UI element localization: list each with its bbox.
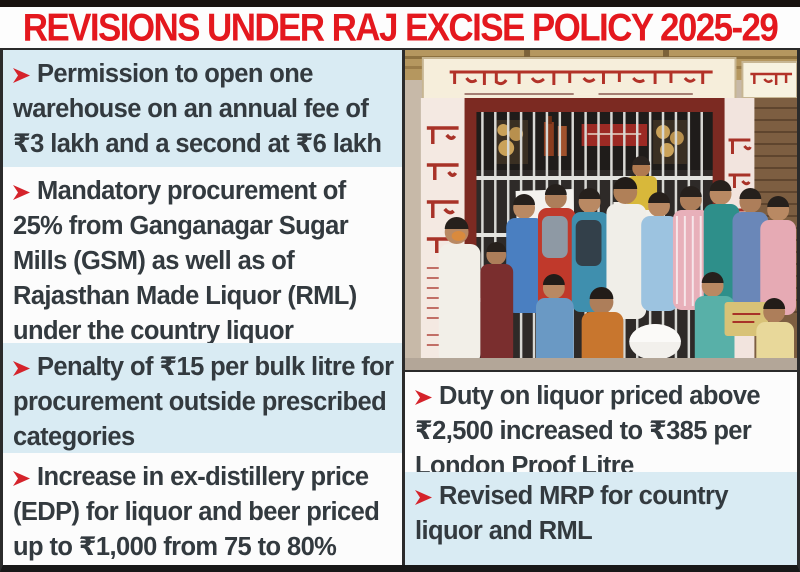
bullet-item-mrp: Revised MRP for country liquor and RML (405, 472, 797, 565)
liquor-shop-photo-illustration (405, 50, 797, 370)
top-border-strip (0, 0, 800, 7)
bullet-item-edp: Increase in ex-distillery price (EDP) fo… (3, 453, 402, 565)
bullet-item-warehouse: Permission to open one warehouse on an a… (3, 50, 402, 167)
bottle-display (494, 116, 687, 164)
bullet-text: Increase in ex-distillery price (EDP) fo… (13, 463, 380, 561)
adjacent-sign-hindi-text (750, 72, 793, 85)
bullet-text: Revised MRP for country liquor and RML (415, 482, 729, 545)
person-white-cap (629, 324, 681, 360)
bullet-arrow-icon (13, 471, 30, 486)
bullet-arrow-icon (13, 361, 30, 376)
crowd (438, 177, 797, 370)
bullet-text: Duty on liquor priced above ₹2,500 incre… (415, 382, 761, 480)
bullet-item-procurement: Mandatory procurement of 25% from Gangan… (3, 167, 402, 380)
person-white-kurta (438, 217, 481, 364)
liquor-shop-photo (405, 50, 797, 372)
left-pillar-hindi-text (426, 126, 459, 253)
bullet-text: Permission to open one warehouse on an a… (13, 60, 382, 158)
bullet-item-penalty: Penalty of ₹15 per bulk litre for procur… (3, 343, 402, 453)
header: REVISIONS UNDER RAJ EXCISE POLICY 2025-2… (0, 7, 800, 48)
bullet-arrow-icon (13, 68, 30, 83)
page-title: REVISIONS UNDER RAJ EXCISE POLICY 2025-2… (22, 7, 779, 48)
bullet-arrow-icon (13, 185, 30, 200)
bullet-item-duty: Duty on liquor priced above ₹2,500 incre… (405, 372, 797, 480)
signboard-hindi-text (449, 70, 713, 86)
left-column: Permission to open one warehouse on an a… (3, 50, 402, 565)
content-area: Permission to open one warehouse on an a… (0, 48, 800, 572)
bullet-arrow-icon (415, 490, 432, 505)
right-column: Duty on liquor priced above ₹2,500 incre… (402, 50, 797, 565)
bullet-arrow-icon (415, 390, 432, 405)
bullet-text: Penalty of ₹15 per bulk litre for procur… (13, 353, 394, 451)
